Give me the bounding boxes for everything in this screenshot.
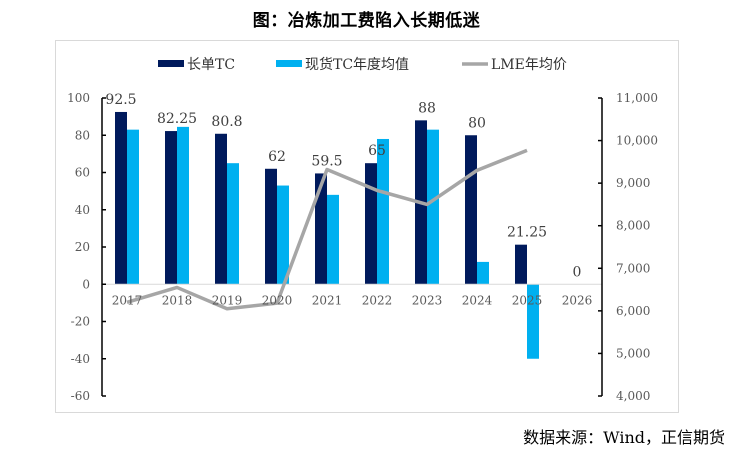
right-tick-label: 10,000 bbox=[616, 134, 658, 148]
category-label: 2026 bbox=[562, 293, 593, 307]
data-label: 65 bbox=[368, 143, 386, 159]
bar-long-term-tc bbox=[115, 111, 127, 285]
data-label: 21.25 bbox=[507, 225, 547, 241]
data-label: 88 bbox=[418, 100, 436, 116]
line-group bbox=[126, 148, 528, 311]
legend-item-long-term-tc: 长单TC bbox=[158, 57, 235, 73]
legend-label: LME年均价 bbox=[491, 57, 567, 73]
category-label: 2022 bbox=[362, 293, 393, 307]
legend: 长单TC 现货TC年度均值 LME年均价 bbox=[158, 56, 567, 73]
data-label: 82.25 bbox=[157, 111, 197, 127]
category-label: 2019 bbox=[212, 293, 243, 307]
right-tick-label: 5,000 bbox=[616, 346, 650, 360]
data-label: 80 bbox=[468, 115, 486, 131]
right-tick-label: 11,000 bbox=[616, 91, 658, 105]
bar-long-term-tc bbox=[165, 131, 177, 285]
category-label: 2024 bbox=[462, 293, 493, 307]
category-label: 2018 bbox=[162, 293, 193, 307]
legend-label: 长单TC bbox=[187, 57, 235, 73]
category-label: 2021 bbox=[312, 293, 343, 307]
data-label: 92.5 bbox=[105, 92, 136, 108]
category-label: 2025 bbox=[512, 293, 543, 307]
bar-long-term-tc bbox=[465, 135, 477, 285]
left-tick-label: 20 bbox=[75, 240, 90, 254]
bars-group bbox=[115, 111, 539, 359]
left-tick-label: -20 bbox=[71, 315, 90, 329]
right-tick-label: 8,000 bbox=[616, 219, 650, 233]
chart-frame bbox=[55, 40, 679, 413]
legend-swatch bbox=[276, 60, 302, 67]
left-tick-label: 60 bbox=[75, 166, 90, 180]
bar-long-term-tc bbox=[315, 173, 327, 285]
left-tick-label: 80 bbox=[75, 128, 90, 142]
bar-spot-tc bbox=[327, 194, 339, 285]
data-label: 59.5 bbox=[311, 153, 342, 169]
bar-long-term-tc bbox=[365, 163, 377, 285]
right-tick-label: 6,000 bbox=[616, 304, 650, 318]
data-label: 62 bbox=[268, 149, 286, 165]
bar-spot-tc bbox=[377, 138, 389, 285]
bar-long-term-tc bbox=[515, 244, 527, 285]
bar-spot-tc bbox=[277, 185, 289, 285]
legend-label: 现货TC年度均值 bbox=[305, 56, 409, 73]
data-label: 0 bbox=[573, 264, 582, 280]
left-tick-label: -60 bbox=[71, 389, 90, 403]
legend-item-lme-price: LME年均价 bbox=[462, 57, 567, 73]
right-tick-label: 7,000 bbox=[616, 261, 650, 275]
category-label: 2020 bbox=[262, 293, 293, 307]
bar-spot-tc bbox=[477, 261, 489, 285]
labels-group: 2017 2018 2019 2020 2021 2022 2023 2024 2025 2026… bbox=[105, 92, 592, 307]
right-tick-label: 9,000 bbox=[616, 176, 650, 190]
left-tick-label: 0 bbox=[82, 277, 90, 291]
bar-spot-tc bbox=[177, 126, 189, 285]
category-label: 2023 bbox=[412, 293, 443, 307]
bar-long-term-tc bbox=[215, 133, 227, 285]
chart-title: 图：冶炼加工费陷入长期低迷 bbox=[252, 11, 481, 31]
bar-long-term-tc bbox=[265, 168, 277, 285]
bar-spot-tc bbox=[127, 129, 139, 285]
legend-swatch bbox=[158, 60, 184, 67]
bar-spot-tc bbox=[227, 163, 239, 285]
bar-spot-tc bbox=[527, 284, 539, 359]
left-tick-label: -40 bbox=[71, 352, 90, 366]
category-label: 2017 bbox=[112, 293, 143, 307]
left-tick-label: 100 bbox=[67, 91, 90, 105]
data-label: 80.8 bbox=[211, 114, 242, 130]
legend-item-spot-tc: 现货TC年度均值 bbox=[276, 56, 409, 73]
axes-group: -60 -40 -20 0 20 40 60 80 100 4,000 5,000 6,000 7,00… bbox=[67, 91, 658, 403]
bar-spot-tc bbox=[427, 129, 439, 285]
source-note: 数据来源：Wind，正信期货 bbox=[523, 428, 725, 447]
left-tick-label: 40 bbox=[75, 203, 90, 217]
right-tick-label: 4,000 bbox=[616, 389, 650, 403]
